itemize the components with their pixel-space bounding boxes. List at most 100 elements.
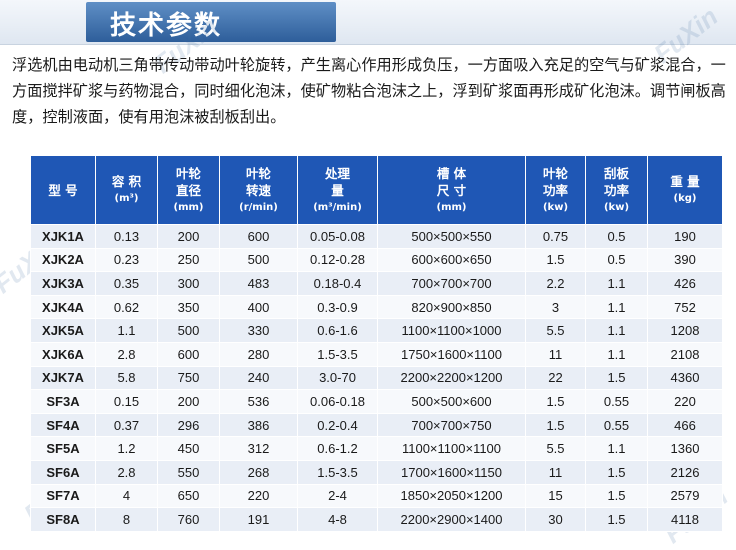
column-unit: (kg) <box>673 193 697 204</box>
table-cell: 550 <box>157 459 220 485</box>
table-cell: 3.0-70 <box>297 365 378 391</box>
model-cell: SF5A <box>30 436 96 461</box>
table-cell: 1.1 <box>585 271 648 296</box>
table-cell: 700×700×700 <box>377 271 526 296</box>
table-cell: 1.1 <box>585 318 648 343</box>
table-cell: 1700×1600×1150 <box>377 459 526 485</box>
table-cell: 0.05-0.08 <box>297 224 378 249</box>
table-cell: 330 <box>219 318 298 343</box>
table-cell: 0.35 <box>95 271 158 296</box>
table-cell: 1.5-3.5 <box>297 459 378 485</box>
column-header-label: 尺 寸 <box>436 182 467 198</box>
table-row: SF5A 1.2 450 312 0.6-1.2 1100×1100×1100 5.5 1.1… <box>30 436 723 461</box>
table-cell: 600 <box>157 341 220 367</box>
table-cell: 650 <box>157 483 220 509</box>
table-cell: 4360 <box>647 365 723 391</box>
model-cell: SF3A <box>30 389 96 414</box>
table-cell: 4118 <box>647 507 723 532</box>
intro-paragraph: 浮选机由电动机三角带传动带动叶轮旋转，产生离心作用形成负压，一方面吸入充足的空气… <box>12 56 726 126</box>
column-header-label: 型 号 <box>48 182 78 198</box>
table-cell: 2108 <box>647 341 723 367</box>
table-cell: 2579 <box>647 483 723 509</box>
column-header-label: 槽 体 <box>436 165 467 181</box>
column-unit: (m³/min) <box>313 201 362 213</box>
table-cell: 1100×1100×1000 <box>377 318 526 343</box>
column-header-label: 处理 <box>324 165 350 181</box>
table-cell: 220 <box>647 389 723 414</box>
table-cell: 760 <box>157 507 220 532</box>
model-cell: XJK5A <box>30 318 96 343</box>
table-cell: 0.2-0.4 <box>297 412 378 438</box>
column-header-label: 容 积 <box>111 174 142 189</box>
column-header: 叶轮 转速 (r/min) <box>219 155 298 225</box>
table-cell: 8 <box>95 507 158 532</box>
model-cell: XJK6A <box>30 341 96 367</box>
spec-table: 型 号 容 积 (m³) 叶轮 直径 (mm) 叶轮 转速 (r/min) 处理量 (m³/min)… <box>30 155 723 532</box>
column-header: 容 积 (m³) <box>95 155 158 225</box>
table-cell: 30 <box>525 507 586 532</box>
table-cell: 0.15 <box>95 389 158 414</box>
table-cell: 500 <box>157 318 220 343</box>
table-cell: 1100×1100×1100 <box>377 436 526 461</box>
table-cell: 280 <box>219 341 298 367</box>
table-cell: 0.18-0.4 <box>297 271 378 296</box>
table-cell: 1.1 <box>585 341 648 367</box>
table-cell: 4 <box>95 483 158 509</box>
table-cell: 296 <box>157 412 220 438</box>
column-header-label: 功率 <box>542 182 568 198</box>
table-cell: 11 <box>525 459 586 485</box>
column-header: 刮板 功率 (kw) <box>585 155 648 225</box>
title-box <box>86 2 336 42</box>
table-cell: 0.6-1.6 <box>297 318 378 343</box>
table-cell: 1360 <box>647 436 723 461</box>
table-row: XJK1A 0.13 200 600 0.05-0.08 500×500×550 0.75 0… <box>30 224 723 249</box>
table-row: SF6A 2.8 550 268 1.5-3.5 1700×1600×1150 11 1.5 2… <box>30 459 723 485</box>
table-cell: 1.5 <box>585 459 648 485</box>
table-cell: 1.1 <box>585 294 648 320</box>
table-cell: 0.13 <box>95 224 158 249</box>
model-cell: SF4A <box>30 412 96 438</box>
table-cell: 2200×2200×1200 <box>377 365 526 391</box>
model-cell: XJK2A <box>30 247 96 273</box>
table-cell: 390 <box>647 247 723 273</box>
table-cell: 5.5 <box>525 436 586 461</box>
table-cell: 0.5 <box>585 247 648 273</box>
table-cell: 5.8 <box>95 365 158 391</box>
table-cell: 2.8 <box>95 341 158 367</box>
table-row: XJK2A 0.23 250 500 0.12-0.28 600×600×650 1.5 0.… <box>30 247 723 273</box>
table-cell: 1.5 <box>585 365 648 391</box>
table-cell: 200 <box>157 389 220 414</box>
table-row: SF7A 4 650 220 2-4 1850×2050×1200 15 1.5 2579 <box>30 483 723 509</box>
table-cell: 250 <box>157 247 220 273</box>
table-cell: 0.75 <box>525 224 586 249</box>
table-cell: 426 <box>647 271 723 296</box>
table-cell: 2.8 <box>95 459 158 485</box>
table-cell: 200 <box>157 224 220 249</box>
table-cell: 220 <box>219 483 298 509</box>
table-row: SF3A 0.15 200 536 0.06-0.18 500×500×600 1.5 0.5… <box>30 389 723 414</box>
table-cell: 5.5 <box>525 318 586 343</box>
page-title: 技术参数 <box>110 11 223 41</box>
column-header-label: 叶轮 <box>542 165 568 181</box>
model-cell: SF6A <box>30 459 96 485</box>
table-cell: 1.5 <box>525 247 586 273</box>
table-cell: 1.5 <box>585 483 648 509</box>
column-unit: (m³) <box>114 193 139 204</box>
table-cell: 752 <box>647 294 723 320</box>
table-cell: 386 <box>219 412 298 438</box>
table-cell: 500×500×600 <box>377 389 526 414</box>
table-cell: 2126 <box>647 459 723 485</box>
table-cell: 400 <box>219 294 298 320</box>
table-cell: 820×900×850 <box>377 294 526 320</box>
table-cell: 268 <box>219 459 298 485</box>
table-cell: 350 <box>157 294 220 320</box>
column-header-label: 转速 <box>245 182 271 198</box>
model-cell: XJK7A <box>30 365 96 391</box>
model-cell: XJK3A <box>30 271 96 296</box>
table-header-row: 型 号 容 积 (m³) 叶轮 直径 (mm) 叶轮 转速 (r/min) 处理量 (m³/min)… <box>30 155 723 225</box>
model-cell: XJK1A <box>30 224 96 249</box>
model-cell: SF7A <box>30 483 96 509</box>
column-header-label: 直径 <box>175 182 201 198</box>
table-row: XJK4A 0.62 350 400 0.3-0.9 820×900×850 3 1.1 752 <box>30 294 723 320</box>
table-cell: 0.12-0.28 <box>297 247 378 273</box>
